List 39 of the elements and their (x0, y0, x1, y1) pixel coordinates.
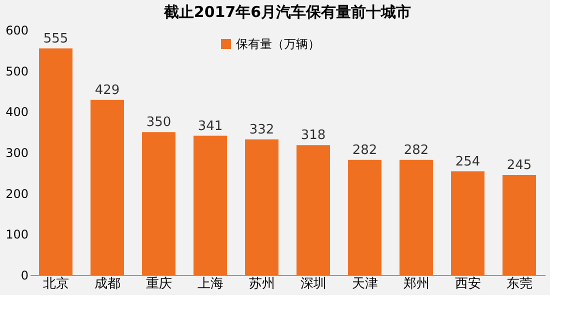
legend-label: 保有量（万辆） (236, 37, 320, 51)
y-tick-label: 500 (6, 64, 28, 78)
x-tick-label: 成都 (94, 276, 120, 292)
y-tick-label: 600 (6, 24, 28, 38)
y-tick-label: 100 (6, 228, 28, 242)
y-tick-label: 200 (6, 186, 28, 201)
x-tick-label: 天津 (352, 276, 378, 292)
x-tick-label: 深圳 (300, 276, 326, 292)
x-tick-label: 郑州 (403, 276, 430, 292)
x-tick-label: 苏州 (248, 276, 275, 292)
x-tick-label: 北京 (42, 276, 69, 292)
y-tick-label: 0 (20, 268, 28, 282)
bar (296, 145, 330, 275)
bar (502, 174, 536, 275)
data-label: 429 (94, 82, 120, 98)
bar (194, 136, 227, 275)
bar (451, 171, 484, 275)
bar (400, 160, 433, 275)
x-tick-label: 东莞 (506, 276, 532, 292)
data-label: 282 (352, 142, 378, 158)
data-label: 555 (43, 31, 68, 46)
chart-title: 截止2017年6月汽车保有量前十城市 (162, 3, 412, 21)
bar (142, 132, 176, 275)
bar (245, 139, 278, 275)
data-label: 282 (404, 142, 429, 158)
data-label: 332 (249, 122, 274, 138)
data-label: 350 (146, 115, 172, 130)
data-label: 341 (198, 118, 223, 134)
bar (348, 160, 382, 275)
bar (90, 100, 124, 275)
y-tick-label: 400 (6, 105, 28, 120)
data-label: 318 (300, 128, 326, 144)
data-label: 254 (455, 154, 480, 170)
x-tick-label: 重庆 (146, 276, 172, 292)
data-label: 245 (506, 158, 532, 173)
bar (39, 48, 72, 275)
y-tick-label: 300 (6, 146, 28, 160)
x-tick-label: 西安 (454, 276, 481, 292)
x-tick-label: 上海 (197, 276, 224, 292)
